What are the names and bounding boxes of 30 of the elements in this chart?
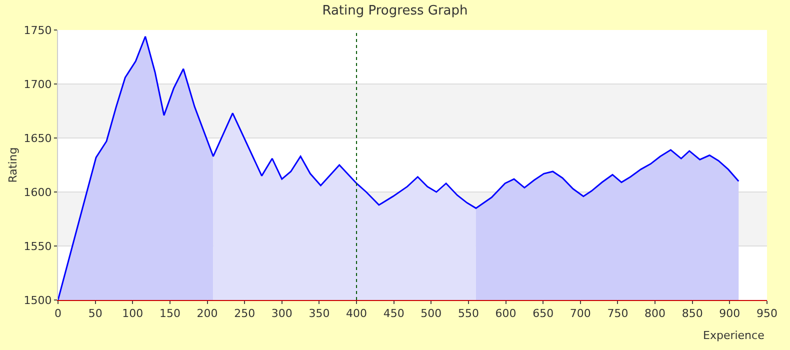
x-tick-label: 950	[756, 307, 778, 320]
y-tick-label: 1500	[24, 294, 52, 307]
y-tick-label: 1650	[24, 132, 52, 145]
x-axis-title: Experience	[703, 329, 765, 342]
x-tick-label: 850	[682, 307, 703, 320]
y-tick-label: 1600	[24, 186, 52, 199]
y-tick-label: 1550	[24, 240, 52, 253]
x-tick-label: 350	[308, 307, 330, 320]
y-tick-label: 1750	[24, 24, 52, 37]
x-tick-label: 450	[383, 307, 404, 320]
x-tick-label: 200	[196, 307, 218, 320]
x-tick-label: 600	[495, 307, 516, 320]
x-tick-label: 650	[532, 307, 554, 320]
x-tick-label: 500	[420, 307, 442, 320]
line-series	[58, 36, 740, 300]
x-tick-label: 400	[346, 307, 368, 320]
y-tick-label: 1700	[24, 78, 52, 91]
x-tick-label: 750	[607, 307, 628, 320]
x-tick-label: 700	[570, 307, 591, 320]
x-tick-label: 250	[234, 307, 256, 320]
x-tick-label: 0	[54, 307, 62, 320]
x-tick-label: 900	[719, 307, 740, 320]
x-tick-label: 800	[644, 307, 666, 320]
x-tick-label: 100	[122, 307, 144, 320]
y-axis-title: Rating	[6, 147, 20, 183]
x-tick-label: 550	[458, 307, 479, 320]
x-tick-label: 300	[271, 307, 292, 320]
x-tick-label: 150	[159, 307, 180, 320]
x-tick-label: 50	[88, 307, 102, 320]
chart-title: Rating Progress Graph	[322, 3, 468, 18]
